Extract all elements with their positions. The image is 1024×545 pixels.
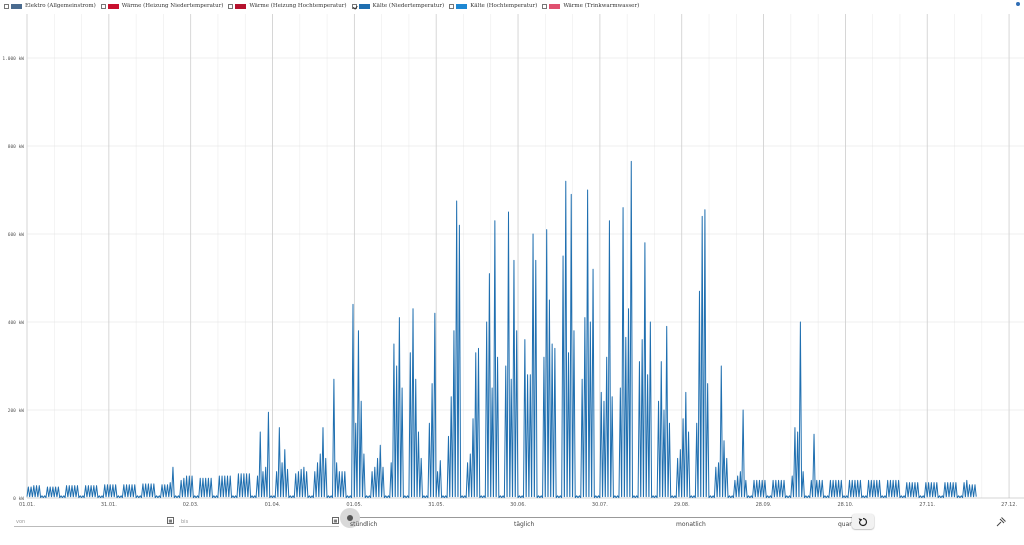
x-tick-label: 28.10. xyxy=(837,502,853,508)
load-profile-chart: 0 kW 200 kW 400 kW 600 kW 800 kW 1.000 kW 01.… xyxy=(2,14,1024,508)
status-dot-icon xyxy=(1016,2,1020,6)
legend-checkbox-elektro[interactable] xyxy=(4,3,9,9)
legend-swatch-waerme-nt xyxy=(107,3,119,9)
y-tick-label: 600 kW xyxy=(8,232,25,238)
y-tick-label: 200 kW xyxy=(8,408,25,414)
legend-swatch-waerme-ht xyxy=(235,3,247,9)
resolution-option-daily[interactable]: täglich xyxy=(514,521,535,528)
legend-swatch-elektro xyxy=(11,3,22,9)
legend-checkbox-trinkwarmwasser[interactable] xyxy=(542,3,548,9)
x-tick-label: 30.07. xyxy=(592,502,608,508)
legend-checkbox-waerme-nt[interactable] xyxy=(100,3,106,9)
legend-swatch-kaelte-nt xyxy=(358,3,370,9)
legend-item-elektro[interactable]: Elektro (Allgemeinstrom) xyxy=(4,3,96,9)
x-axis-ticks: 01.01. 31.01. 02.03. 01.04. 01.05. 31.05. 30.0… xyxy=(19,502,1017,508)
x-tick-label: 28.09. xyxy=(756,502,772,508)
y-tick-label: 400 kW xyxy=(8,320,25,326)
pin-icon[interactable] xyxy=(995,516,1007,528)
x-tick-label: 01.04. xyxy=(265,502,281,508)
calendar-icon[interactable]: ▦ xyxy=(167,517,174,524)
date-to-input[interactable]: bis ▦ xyxy=(179,517,339,527)
series-legend: Elektro (Allgemeinstrom) Wärme (Heizung … xyxy=(4,3,644,9)
y-tick-label: 1.000 kW xyxy=(2,56,24,62)
chart-grid xyxy=(26,14,1024,499)
x-tick-label: 01.05. xyxy=(346,502,362,508)
x-tick-label: 29.08. xyxy=(674,502,690,508)
x-tick-label: 30.06. xyxy=(510,502,526,508)
date-from-placeholder: von xyxy=(16,519,26,525)
legend-label-trinkwarmwasser: Wärme (Trinkwarmwasser) xyxy=(563,3,640,9)
resolution-slider-handle[interactable] xyxy=(340,508,360,528)
legend-item-kaelte-nt[interactable]: Kälte (Niedertemperatur) xyxy=(351,3,445,9)
x-tick-label: 31.05. xyxy=(428,502,444,508)
resolution-option-hourly[interactable]: stündlich xyxy=(350,521,378,528)
legend-item-kaelte-ht[interactable]: Kälte (Hochtemperatur) xyxy=(449,3,537,9)
legend-label-waerme-nt: Wärme (Heizung Niedertemperatur) xyxy=(121,3,224,9)
resolution-option-quarterly[interactable]: quar xyxy=(838,521,852,528)
legend-swatch-kaelte-ht xyxy=(456,3,468,9)
y-axis-ticks: 0 kW 200 kW 400 kW 600 kW 800 kW 1.000 kW xyxy=(2,56,24,502)
x-tick-label: 27.12. xyxy=(1001,502,1017,508)
x-tick-label: 02.03. xyxy=(183,502,199,508)
legend-checkbox-kaelte-ht[interactable] xyxy=(449,3,455,9)
x-tick-label: 01.01. xyxy=(19,502,35,508)
resolution-slider-track[interactable] xyxy=(350,517,860,518)
legend-label-waerme-ht: Wärme (Heizung Hochtemperatur) xyxy=(249,3,347,9)
y-tick-label: 0 kW xyxy=(13,496,24,502)
legend-label-kaelte-ht: Kälte (Hochtemperatur) xyxy=(470,3,538,9)
date-from-input[interactable]: von ▦ xyxy=(14,517,174,527)
legend-checkbox-kaelte-nt[interactable] xyxy=(351,3,357,9)
legend-label-kaelte-nt: Kälte (Niedertemperatur) xyxy=(372,3,445,9)
y-tick-label: 800 kW xyxy=(8,144,25,150)
legend-checkbox-waerme-ht[interactable] xyxy=(228,3,234,9)
x-tick-label: 27.11. xyxy=(919,502,935,508)
calendar-icon[interactable]: ▦ xyxy=(332,517,339,524)
legend-label-elektro: Elektro (Allgemeinstrom) xyxy=(25,3,96,9)
series-line-kaelte-nt xyxy=(26,160,977,499)
reset-icon xyxy=(858,517,868,526)
reset-button[interactable] xyxy=(852,514,874,529)
date-to-placeholder: bis xyxy=(181,519,189,525)
legend-item-waerme-ht[interactable]: Wärme (Heizung Hochtemperatur) xyxy=(228,3,347,9)
x-tick-label: 31.01. xyxy=(101,502,117,508)
legend-item-waerme-nt[interactable]: Wärme (Heizung Niedertemperatur) xyxy=(100,3,224,9)
resolution-option-monthly[interactable]: monatlich xyxy=(676,521,706,528)
legend-item-trinkwarmwasser[interactable]: Wärme (Trinkwarmwasser) xyxy=(542,3,639,9)
legend-swatch-trinkwarmwasser xyxy=(549,3,561,9)
